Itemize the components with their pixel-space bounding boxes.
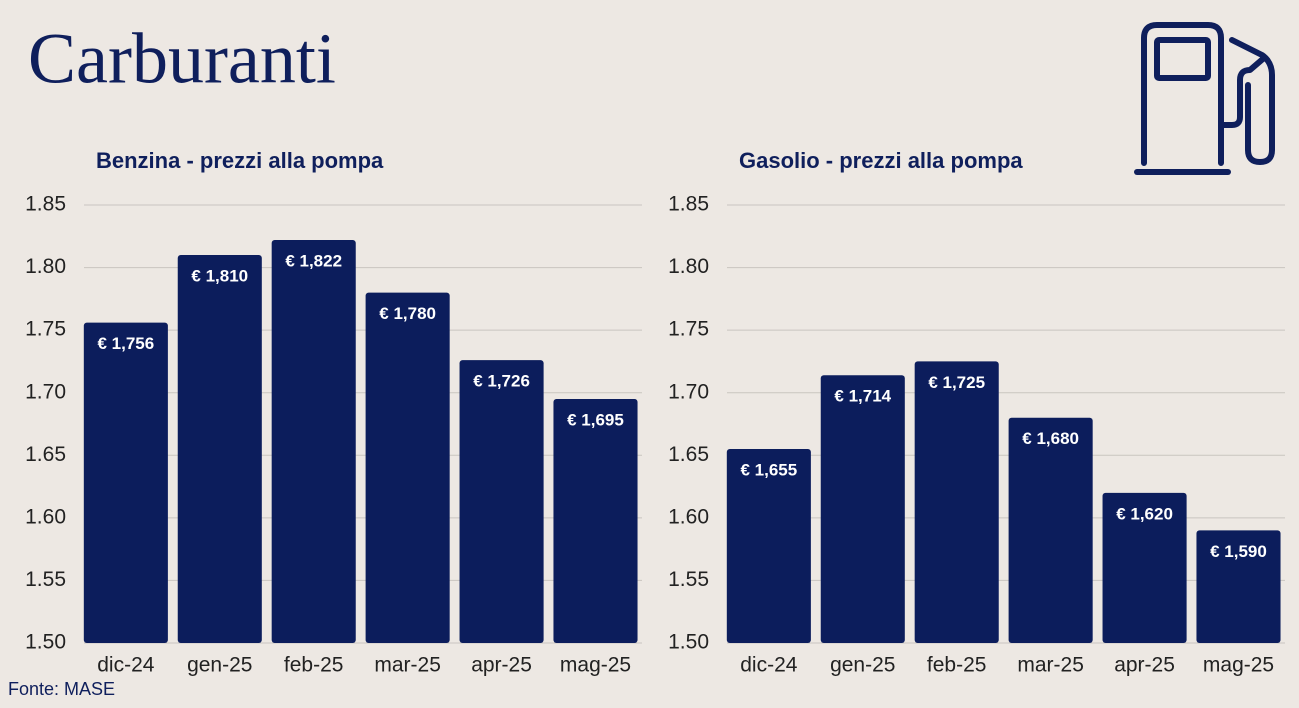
y-tick-label: 1.70 <box>668 380 709 403</box>
x-tick-label: dic-24 <box>740 654 798 677</box>
value-label: € 1,726 <box>473 372 530 391</box>
bar <box>365 292 450 643</box>
x-tick-label: apr-25 <box>471 654 532 677</box>
value-label: € 1,620 <box>1116 504 1173 523</box>
bar <box>1102 492 1187 643</box>
y-tick-label: 1.75 <box>25 318 66 341</box>
value-label: € 1,780 <box>379 304 436 323</box>
bar <box>459 360 544 643</box>
value-label: € 1,810 <box>191 267 248 286</box>
y-tick-label: 1.65 <box>668 443 709 466</box>
chart-title: Gasolio - prezzi alla pompa <box>739 148 1023 173</box>
y-tick-label: 1.55 <box>25 568 66 591</box>
bar <box>553 398 638 643</box>
y-tick-label: 1.80 <box>25 255 66 278</box>
y-tick-label: 1.70 <box>25 380 66 403</box>
y-tick-label: 1.60 <box>668 505 709 528</box>
y-tick-label: 1.80 <box>668 255 709 278</box>
bar <box>1196 530 1281 643</box>
y-tick-label: 1.85 <box>25 193 66 216</box>
x-tick-label: dic-24 <box>97 654 155 677</box>
bar <box>820 375 905 643</box>
x-tick-label: apr-25 <box>1114 654 1175 677</box>
bar <box>177 255 262 644</box>
y-tick-label: 1.50 <box>25 631 66 654</box>
value-label: € 1,680 <box>1022 429 1079 448</box>
x-tick-label: gen-25 <box>830 654 895 677</box>
x-tick-label: mag-25 <box>560 654 631 677</box>
source: Fonte: MASE <box>8 679 115 699</box>
bar <box>726 449 811 643</box>
bar <box>914 361 999 643</box>
x-tick-label: mag-25 <box>1203 654 1274 677</box>
value-label: € 1,756 <box>97 334 154 353</box>
value-label: € 1,725 <box>928 373 985 392</box>
y-tick-label: 1.60 <box>25 505 66 528</box>
value-label: € 1,714 <box>834 387 891 406</box>
page-title: Carburanti <box>28 19 336 99</box>
bar <box>1008 417 1093 643</box>
value-label: € 1,822 <box>285 252 342 271</box>
x-tick-label: mar-25 <box>1017 654 1084 677</box>
x-tick-label: gen-25 <box>187 654 252 677</box>
y-tick-label: 1.85 <box>668 193 709 216</box>
fuel-pump-icon <box>1134 22 1275 175</box>
value-label: € 1,695 <box>567 410 624 429</box>
y-tick-label: 1.75 <box>668 318 709 341</box>
value-label: € 1,590 <box>1210 542 1267 561</box>
y-tick-label: 1.65 <box>25 443 66 466</box>
x-tick-label: feb-25 <box>927 654 987 677</box>
x-tick-label: feb-25 <box>284 654 344 677</box>
x-tick-label: mar-25 <box>374 654 441 677</box>
value-label: € 1,655 <box>740 461 797 480</box>
y-tick-label: 1.50 <box>668 631 709 654</box>
bar <box>83 322 168 643</box>
y-tick-label: 1.55 <box>668 568 709 591</box>
bar <box>271 240 356 644</box>
chart-title: Benzina - prezzi alla pompa <box>96 148 384 173</box>
